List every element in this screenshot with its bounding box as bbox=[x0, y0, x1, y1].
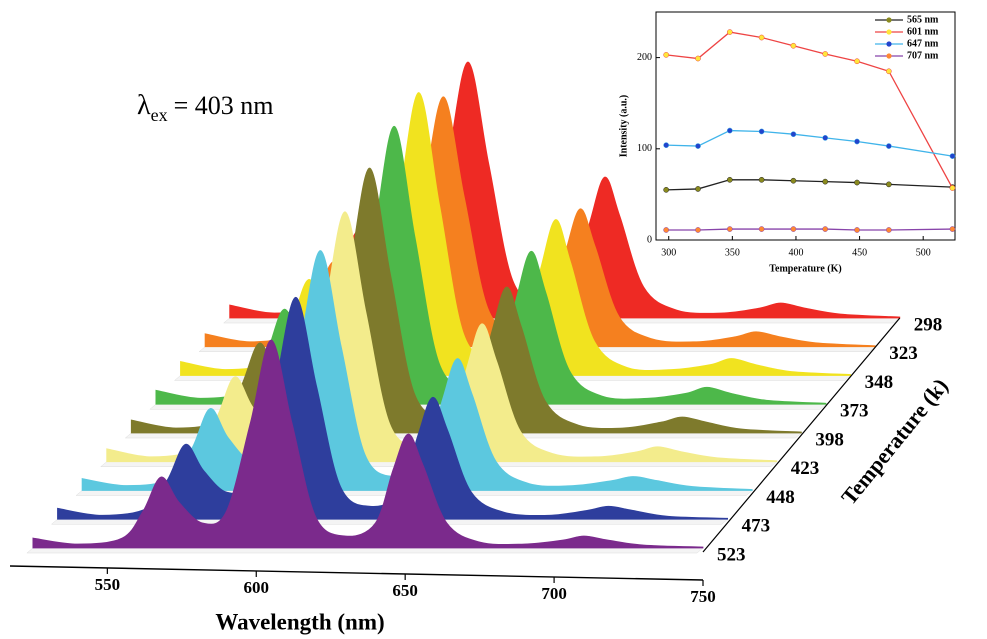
inset-y-tick-label: 100 bbox=[637, 143, 652, 154]
inset-marker bbox=[885, 181, 892, 188]
inset-x-tick-label: 450 bbox=[852, 247, 867, 258]
inset-marker bbox=[949, 153, 956, 159]
inset-marker bbox=[822, 226, 829, 232]
inset-marker bbox=[726, 226, 733, 232]
inset-y-tick-label: 200 bbox=[637, 52, 652, 63]
legend-marker bbox=[886, 53, 892, 59]
inset-marker bbox=[758, 128, 765, 135]
inset-x-label: Temperature (K) bbox=[769, 263, 842, 274]
inset-y-label: Intensity (a.u.) bbox=[618, 95, 629, 158]
x-tick-label: 600 bbox=[244, 578, 270, 597]
legend-label: 707 nm bbox=[907, 50, 939, 61]
x-axis-label: Wavelength (nm) bbox=[215, 609, 384, 634]
x-tick-label: 700 bbox=[541, 584, 567, 603]
inset-marker bbox=[885, 68, 892, 75]
temperature-label: 298 bbox=[914, 314, 943, 335]
temperature-label: 448 bbox=[766, 487, 795, 508]
x-tick-label: 650 bbox=[392, 581, 418, 600]
temperature-axis bbox=[702, 317, 901, 553]
inset-marker bbox=[758, 226, 765, 232]
legend-marker bbox=[886, 41, 892, 47]
inset-marker bbox=[790, 131, 797, 138]
inset-marker bbox=[854, 179, 860, 186]
floor-strip bbox=[26, 547, 704, 554]
spectrum bbox=[81, 250, 753, 491]
inset-marker bbox=[695, 227, 701, 233]
inset-x-tick-label: 400 bbox=[788, 247, 803, 258]
legend-label: 601 nm bbox=[907, 26, 939, 37]
legend-label: 565 nm bbox=[907, 14, 939, 25]
inset-y-tick-label: 0 bbox=[647, 234, 652, 245]
inset-marker bbox=[663, 142, 670, 149]
inset-marker bbox=[854, 138, 860, 145]
inset-x-tick-label: 350 bbox=[725, 247, 740, 258]
inset-marker bbox=[726, 176, 733, 183]
spectrum bbox=[57, 296, 728, 520]
temperature-label: 348 bbox=[865, 372, 894, 393]
inset-marker bbox=[854, 58, 860, 65]
inset-marker bbox=[822, 135, 829, 141]
inset-marker bbox=[854, 227, 860, 233]
temperature-label: 473 bbox=[742, 516, 771, 537]
temperature-label: 423 bbox=[791, 458, 820, 479]
inset-marker bbox=[790, 226, 797, 232]
annotation-subscript: ex bbox=[151, 105, 168, 125]
temperature-label: 373 bbox=[840, 401, 869, 422]
spectrum bbox=[32, 339, 704, 549]
legend-label: 647 nm bbox=[907, 38, 939, 49]
inset-marker bbox=[949, 226, 956, 232]
temperature-label: 398 bbox=[815, 429, 844, 450]
x-tick-label: 550 bbox=[95, 575, 121, 594]
inset-marker bbox=[726, 29, 733, 35]
annotation-symbol: λ bbox=[137, 90, 151, 121]
legend-marker bbox=[886, 17, 892, 23]
inset-marker bbox=[885, 143, 892, 149]
inset-frame bbox=[655, 11, 956, 241]
inset-marker bbox=[790, 42, 797, 49]
inset-x-tick-label: 500 bbox=[916, 247, 931, 258]
inset-marker bbox=[663, 52, 670, 58]
inset-marker bbox=[695, 143, 701, 149]
x-tick-label: 750 bbox=[690, 587, 716, 606]
temperature-label: 323 bbox=[889, 343, 918, 364]
x-axis bbox=[9, 565, 704, 581]
inset-marker bbox=[695, 186, 701, 192]
inset-marker bbox=[790, 177, 797, 184]
inset-marker bbox=[758, 176, 765, 183]
temperature-label: 523 bbox=[717, 544, 746, 565]
legend-marker bbox=[886, 29, 892, 35]
excitation-annotation: λex = 403 nm bbox=[137, 90, 273, 125]
inset-marker bbox=[663, 227, 670, 233]
inset-marker bbox=[758, 34, 765, 41]
inset-marker bbox=[822, 51, 829, 57]
annotation-text: = 403 nm bbox=[174, 91, 274, 120]
z-axis-label: Temperature (k) bbox=[836, 374, 953, 510]
inset-marker bbox=[695, 55, 701, 62]
inset-marker bbox=[663, 186, 670, 193]
inset-marker bbox=[885, 227, 892, 233]
inset-marker bbox=[822, 178, 829, 185]
inset-marker bbox=[949, 185, 956, 191]
inset-marker bbox=[726, 127, 733, 134]
inset-x-tick-label: 300 bbox=[661, 247, 676, 258]
